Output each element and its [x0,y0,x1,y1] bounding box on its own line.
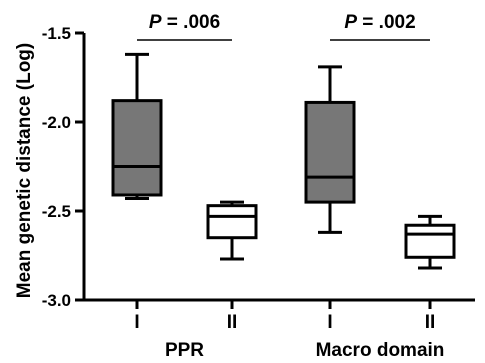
y-tick-label: -3.0 [42,291,71,310]
x-category-label: II [425,312,436,333]
x-category-label: I [134,312,139,333]
iqr-box [304,100,356,204]
y-tick-label: -1.5 [42,24,71,43]
box-macro-domain-ii [404,214,456,270]
p-value-label: P = .006 [149,12,220,33]
iqr-box [404,223,456,259]
plot-area [111,52,456,270]
box-macro-domain-i [304,65,356,234]
box-ppr-ii [206,200,258,261]
p-value-label: P = .002 [344,12,415,33]
axes: -1.5 -2.0 -2.5 -3.0 [42,24,475,310]
y-tick-label: -2.5 [42,202,71,221]
iqr-box [111,99,163,197]
y-tick-label: -2.0 [42,113,71,132]
group-label: Macro domain [316,340,445,361]
y-axis-title: Mean genetic distance (Log) [14,43,35,298]
x-category-label: II [227,312,238,333]
x-category-label: I [327,312,332,333]
iqr-box [206,204,258,240]
box-ppr-i [111,52,163,201]
group-label: PPR [165,340,204,361]
